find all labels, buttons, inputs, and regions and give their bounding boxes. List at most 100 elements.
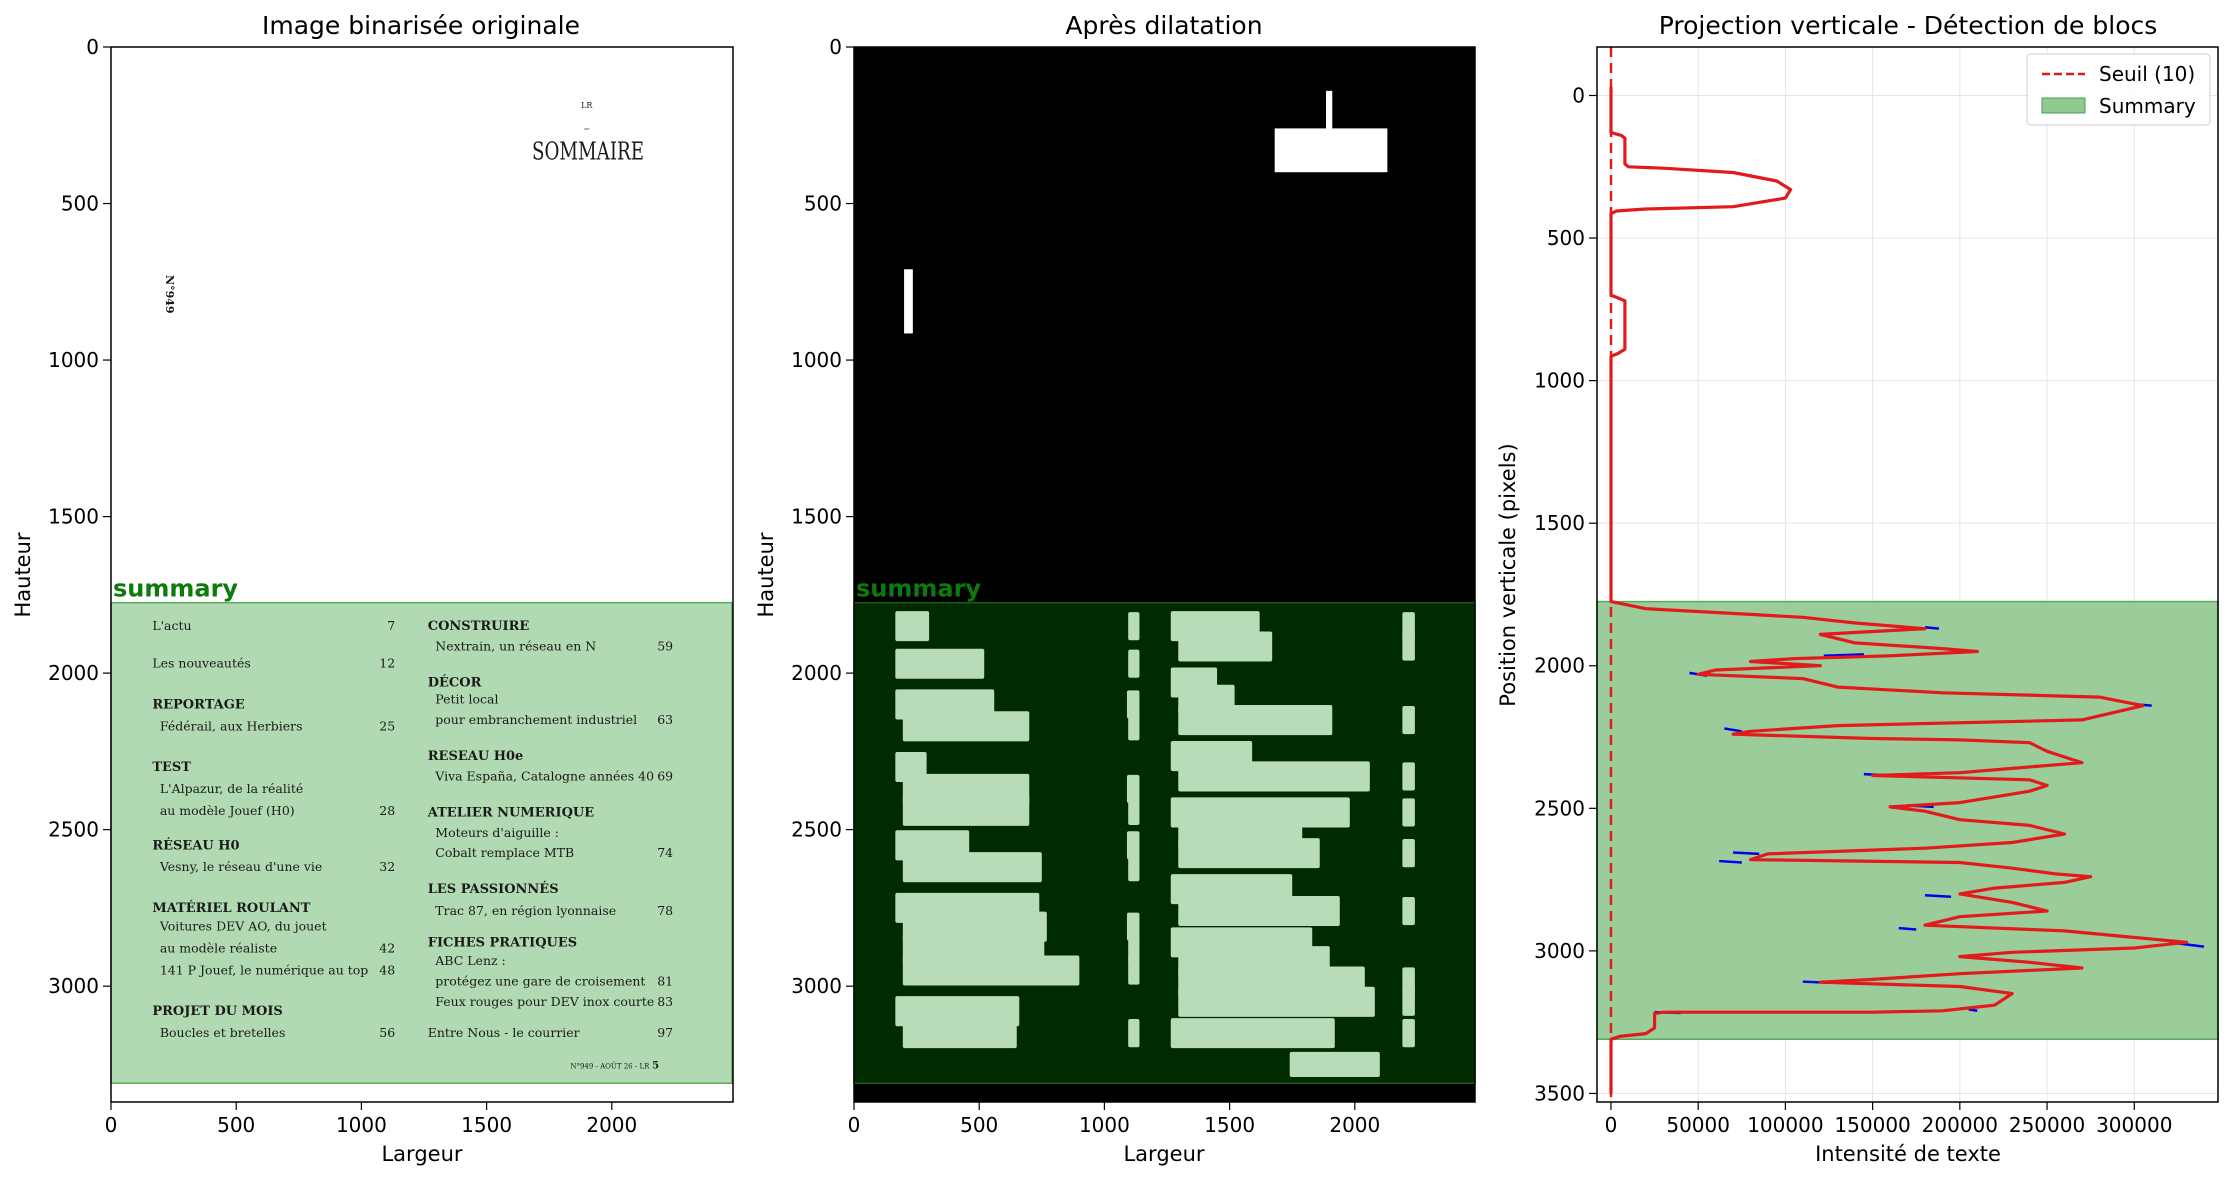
panel1-summary-region: summary	[110, 575, 733, 1084]
toc-entry: Petit local	[435, 692, 498, 707]
toc-page-number: 63	[657, 712, 673, 727]
dilated-blob	[895, 648, 985, 679]
dilated-blob	[902, 1018, 1017, 1049]
y-tick-label: 500	[804, 192, 842, 216]
projection-raw-segment	[1823, 653, 1864, 658]
toc-entry: PROJET DU MOIS	[152, 1004, 282, 1019]
panel3-y-axis-label: Position verticale (pixels)	[1496, 443, 1520, 706]
summary-region-label: summary	[856, 575, 981, 603]
x-tick-label: 1000	[1079, 1113, 1130, 1137]
y-tick-label: 0	[86, 35, 99, 59]
y-tick-label: 2500	[791, 818, 842, 842]
toc-page-number: 48	[379, 963, 395, 978]
y-tick-label: 2000	[1534, 654, 1585, 678]
projection-raw-segment	[1732, 851, 1760, 856]
summary-block-band	[1596, 600, 2219, 1041]
toc-entry: Nextrain, un réseau en N	[435, 639, 596, 654]
toc-entry: Cobalt remplace MTB	[435, 845, 574, 860]
toc-entry: Vesny, le réseau d'une vie	[159, 859, 322, 874]
y-tick-label: 1500	[48, 505, 99, 529]
doc-issue-vertical: N°949	[163, 275, 176, 314]
toc-entry: Moteurs d'aiguille :	[435, 825, 559, 840]
toc-page-number: 97	[657, 1025, 673, 1040]
toc-page-number: 28	[379, 803, 395, 818]
dilated-blob	[1178, 705, 1333, 736]
x-tick-label: 250000	[2009, 1113, 2085, 1137]
dilated-blob	[1128, 1019, 1140, 1048]
y-tick-label: 2500	[1534, 796, 1585, 820]
y-tick-label: 3500	[1534, 1081, 1585, 1105]
panel3-summary-block	[1596, 600, 2219, 1041]
doc-footer-page: 5	[652, 1060, 659, 1071]
panel3-x-axis-label: Intensité de texte	[1815, 1142, 2001, 1166]
x-tick-label: 2000	[1329, 1113, 1380, 1137]
dilated-blob	[1402, 987, 1415, 1016]
y-tick-label: 500	[1547, 226, 1585, 250]
toc-entry: protégez une gare de croisement	[435, 973, 645, 988]
x-tick-label: 100000	[1747, 1113, 1823, 1137]
toc-entry: pour embranchement industriel	[435, 712, 637, 727]
toc-page-number: 74	[657, 845, 673, 860]
y-tick-label: 0	[1572, 83, 1585, 107]
dilated-blob	[1326, 90, 1333, 138]
panel2-x-axis-label: Largeur	[1123, 1142, 1204, 1166]
panel3-x-ticks: 0 50000 100000 150000 200000 250000 300000	[1605, 1102, 2172, 1137]
toc-entry: 141 P Jouef, le numérique au top	[160, 963, 368, 978]
dilated-blob	[1126, 690, 1140, 719]
dilated-blob	[1402, 896, 1415, 926]
y-tick-label: 2500	[48, 818, 99, 842]
dilated-blob	[895, 611, 930, 642]
toc-entry: FICHES PRATIQUES	[428, 935, 577, 950]
y-tick-label: 500	[61, 192, 99, 216]
dilated-blob	[902, 955, 1080, 986]
dilated-blob	[1126, 774, 1140, 804]
x-tick-label: 1500	[461, 1113, 512, 1137]
y-tick-label: 0	[829, 35, 842, 59]
toc-page-number: 83	[657, 994, 673, 1009]
panel3-frame	[1596, 46, 2219, 1103]
panel2-title: Après dilatation	[1065, 11, 1262, 40]
y-tick-label: 2000	[791, 661, 842, 685]
toc-entry: ABC Lenz :	[434, 953, 506, 968]
toc-page-number: 59	[657, 639, 673, 654]
toc-entry: Entre Nous - le courrier	[428, 1025, 580, 1040]
toc-page-number: 7	[387, 618, 395, 633]
dilated-blob	[902, 711, 1030, 742]
toc-entry: Fédérail, aux Herbiers	[160, 718, 303, 733]
x-tick-label: 150000	[1834, 1113, 1910, 1137]
x-tick-label: 0	[105, 1113, 118, 1137]
doc-footer: N°949 - AOÛT 26 - LR	[570, 1061, 650, 1070]
y-tick-label: 1500	[1534, 511, 1585, 535]
legend-summary-label: Summary	[2099, 94, 2196, 118]
x-tick-label: 300000	[2096, 1113, 2172, 1137]
panel2-frame	[853, 46, 1476, 1103]
summary-region-label: summary	[113, 575, 238, 603]
y-tick-label: 3000	[1534, 939, 1585, 963]
panel2-x-ticks: 0 500 1000 1500 2000	[848, 1102, 1380, 1137]
dilated-blob	[1178, 761, 1370, 792]
panel2-y-ticks: 0 500 1000 1500 2000 2500 3000	[791, 35, 854, 998]
toc-entry: Les nouveautés	[152, 656, 251, 671]
x-tick-label: 1500	[1204, 1113, 1255, 1137]
dilated-blob	[1274, 128, 1388, 173]
doc-header-small: LR	[581, 101, 593, 110]
projection-raw-segment	[1968, 1008, 1978, 1012]
summary-region-fill	[110, 601, 733, 1084]
panel3-y-ticks: 0 500 1000 1500 2000 2500 3000 3500	[1534, 83, 1597, 1105]
dilated-blob	[1126, 912, 1140, 941]
dilated-blob	[1402, 839, 1415, 868]
dilated-blob	[1402, 1019, 1415, 1048]
panel2-y-axis-label: Hauteur	[754, 532, 778, 617]
x-tick-label: 0	[848, 1113, 861, 1137]
toc-entry: TEST	[152, 760, 191, 775]
x-tick-label: 200000	[1922, 1113, 1998, 1137]
dilated-blob	[1128, 934, 1140, 963]
dilated-blob	[902, 795, 1030, 826]
dilated-blob	[1402, 632, 1415, 661]
dilated-blob	[1128, 796, 1140, 825]
toc-entry: L'Alpazur, de la réalité	[160, 781, 303, 796]
dilated-blob	[1128, 649, 1140, 678]
y-tick-label: 1000	[791, 348, 842, 372]
y-tick-label: 1000	[1534, 369, 1585, 393]
